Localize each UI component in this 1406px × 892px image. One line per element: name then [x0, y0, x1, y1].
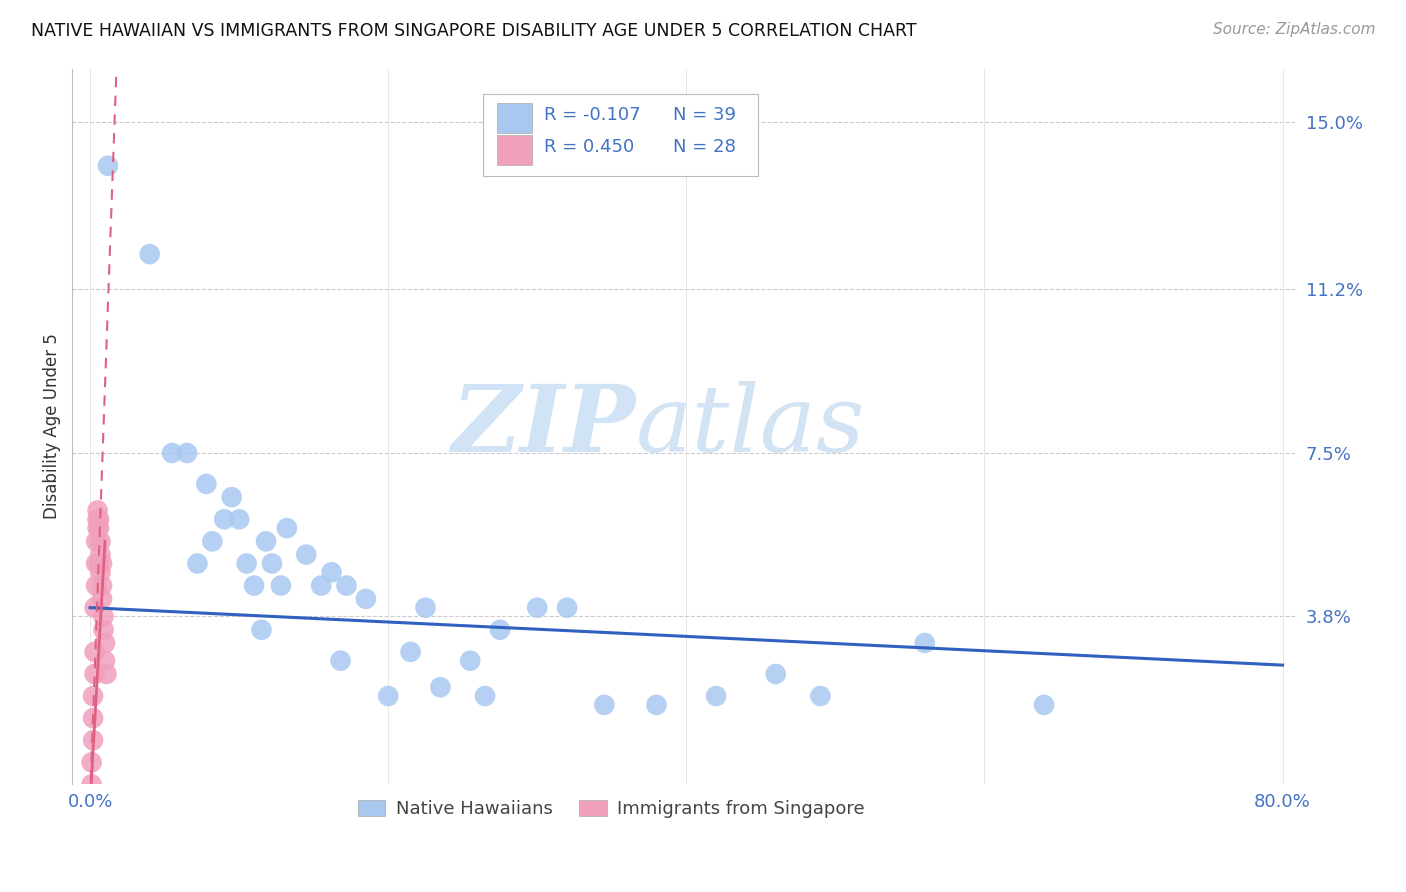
- Point: [90, 566, 112, 580]
- Point: [270, 578, 292, 592]
- Point: [93, 623, 115, 637]
- Point: [276, 521, 298, 535]
- Point: [91, 557, 114, 571]
- FancyBboxPatch shape: [498, 103, 531, 133]
- Point: [201, 534, 224, 549]
- Point: [87, 521, 110, 535]
- Point: [86, 521, 108, 535]
- Point: [90, 534, 112, 549]
- Point: [474, 689, 496, 703]
- Point: [82, 689, 104, 703]
- Point: [91, 578, 114, 592]
- Legend: Native Hawaiians, Immigrants from Singapore: Native Hawaiians, Immigrants from Singap…: [350, 793, 872, 825]
- Point: [83, 600, 105, 615]
- Point: [221, 490, 243, 504]
- Point: [87, 557, 110, 571]
- Point: [91, 591, 114, 606]
- Point: [765, 667, 787, 681]
- Point: [295, 548, 318, 562]
- Point: [458, 654, 481, 668]
- Point: [83, 645, 105, 659]
- Point: [87, 512, 110, 526]
- Point: [250, 623, 273, 637]
- Text: R = -0.107: R = -0.107: [544, 106, 641, 124]
- Point: [354, 591, 377, 606]
- Point: [489, 623, 512, 637]
- Text: NATIVE HAWAIIAN VS IMMIGRANTS FROM SINGAPORE DISABILITY AGE UNDER 5 CORRELATION : NATIVE HAWAIIAN VS IMMIGRANTS FROM SINGA…: [31, 22, 917, 40]
- Point: [94, 636, 117, 650]
- Point: [810, 689, 832, 703]
- Point: [228, 512, 250, 526]
- Point: [94, 654, 117, 668]
- Point: [86, 503, 108, 517]
- Point: [526, 600, 548, 615]
- Point: [195, 477, 218, 491]
- Point: [593, 698, 616, 712]
- Text: R = 0.450: R = 0.450: [544, 138, 634, 156]
- Text: ZIP: ZIP: [451, 382, 636, 472]
- Point: [96, 667, 118, 681]
- Point: [84, 534, 107, 549]
- Text: N = 28: N = 28: [672, 138, 735, 156]
- Point: [86, 512, 108, 526]
- Point: [82, 711, 104, 725]
- Point: [93, 609, 115, 624]
- Point: [160, 446, 183, 460]
- Point: [90, 548, 112, 562]
- Point: [377, 689, 399, 703]
- Point: [321, 566, 343, 580]
- Point: [138, 247, 160, 261]
- Text: Source: ZipAtlas.com: Source: ZipAtlas.com: [1212, 22, 1375, 37]
- Point: [214, 512, 236, 526]
- Point: [83, 667, 105, 681]
- Point: [335, 578, 357, 592]
- Point: [914, 636, 936, 650]
- FancyBboxPatch shape: [498, 135, 531, 165]
- Point: [176, 446, 198, 460]
- Point: [309, 578, 332, 592]
- Point: [84, 557, 107, 571]
- Point: [645, 698, 668, 712]
- Point: [260, 557, 283, 571]
- Point: [243, 578, 266, 592]
- Point: [429, 680, 451, 694]
- Point: [329, 654, 352, 668]
- Point: [80, 756, 103, 770]
- Point: [235, 557, 257, 571]
- Point: [399, 645, 422, 659]
- Point: [704, 689, 727, 703]
- FancyBboxPatch shape: [482, 94, 758, 176]
- Text: atlas: atlas: [636, 382, 865, 472]
- Y-axis label: Disability Age Under 5: Disability Age Under 5: [44, 334, 60, 519]
- Point: [555, 600, 578, 615]
- Text: N = 39: N = 39: [672, 106, 735, 124]
- Point: [82, 733, 104, 747]
- Point: [80, 777, 103, 791]
- Point: [1033, 698, 1056, 712]
- Point: [186, 557, 208, 571]
- Point: [415, 600, 437, 615]
- Point: [84, 578, 107, 592]
- Point: [254, 534, 277, 549]
- Point: [97, 159, 120, 173]
